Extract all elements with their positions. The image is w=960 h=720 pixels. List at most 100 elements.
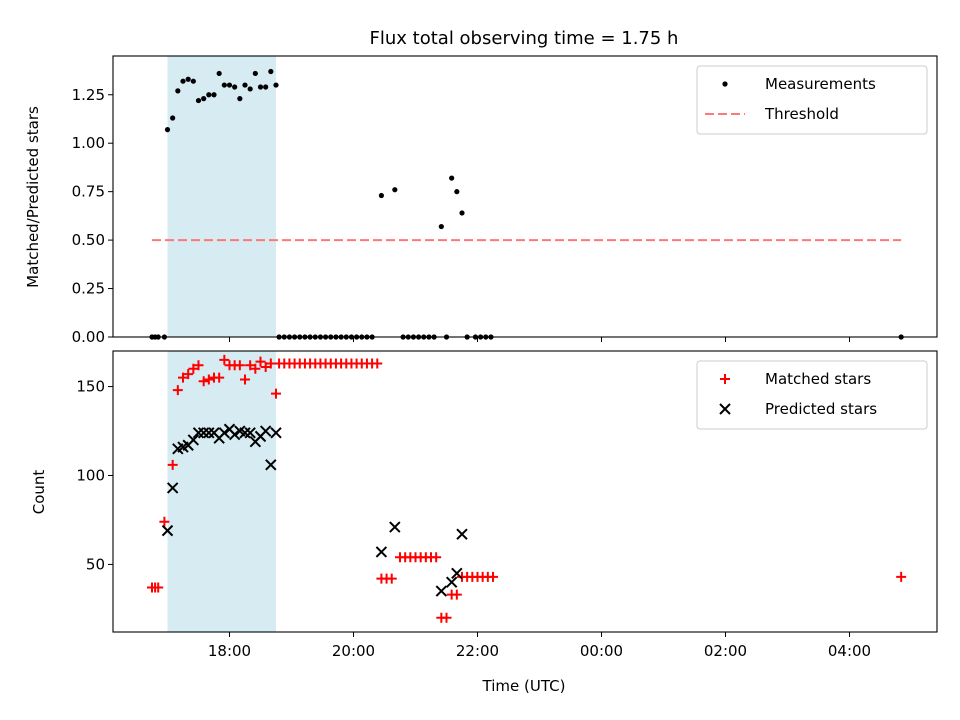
- data-point: [445, 576, 458, 588]
- data-point: [247, 86, 253, 92]
- data-point: [195, 97, 202, 104]
- x-axis-label: Time (UTC): [482, 677, 566, 695]
- bottom-series-2: [161, 423, 468, 597]
- data-point: [237, 96, 243, 102]
- legend-box: [696, 360, 928, 430]
- x-tick-label: 00:00: [580, 642, 623, 660]
- legend-label: Predicted stars: [765, 400, 877, 418]
- legend-label: Matched stars: [765, 370, 871, 388]
- data-point: [206, 92, 212, 98]
- top-shaded-region: [167, 56, 276, 337]
- data-point: [159, 516, 170, 527]
- data-point: [245, 360, 256, 371]
- y-tick-label: 1.25: [72, 86, 105, 104]
- data-point: [232, 84, 238, 90]
- data-point: [263, 84, 269, 90]
- x-tick-label: 02:00: [704, 642, 747, 660]
- legend-marker: [720, 374, 730, 384]
- data-point: [259, 425, 272, 437]
- legend-marker: [722, 81, 728, 87]
- data-point: [451, 589, 462, 600]
- data-point: [219, 354, 230, 365]
- data-point: [273, 82, 279, 88]
- y-tick-label: 0.50: [72, 231, 105, 249]
- y-tick-label: 0.75: [72, 183, 105, 201]
- data-point: [257, 84, 264, 90]
- y-tick-label: 0.25: [72, 280, 105, 298]
- data-point: [456, 528, 468, 540]
- data-point: [214, 372, 225, 383]
- bottom-panel: Count Time (UTC) 50 100 150 18:00 20:00 22:00…: [30, 350, 938, 695]
- data-point: [178, 372, 188, 383]
- data-point: [185, 76, 191, 82]
- data-point: [372, 358, 383, 369]
- data-point: [175, 88, 181, 94]
- data-point: [161, 524, 174, 537]
- chart-title: Flux total observing time = 1.75 h: [370, 28, 679, 49]
- x-tick-label: 04:00: [828, 642, 871, 660]
- data-point: [268, 68, 274, 75]
- bottom-series-1: [147, 354, 907, 623]
- x-tick-label: 18:00: [208, 642, 251, 660]
- data-point: [271, 388, 281, 399]
- data-point: [167, 459, 178, 470]
- data-point: [211, 92, 217, 98]
- top-y-axis-label: Matched/Predicted stars: [24, 106, 42, 288]
- data-point: [441, 612, 452, 623]
- data-point: [198, 376, 209, 387]
- legend-label: Measurements: [765, 75, 876, 93]
- data-point: [896, 571, 907, 582]
- legend-label: Threshold: [764, 105, 839, 123]
- data-point: [170, 115, 176, 121]
- data-point: [234, 360, 245, 371]
- data-point: [187, 434, 200, 446]
- data-point: [218, 427, 231, 439]
- data-point: [252, 70, 258, 77]
- data-point: [203, 427, 215, 439]
- data-point: [201, 96, 207, 102]
- data-point: [192, 427, 205, 439]
- data-point: [164, 127, 171, 133]
- top-series-1: [149, 68, 904, 340]
- legend-box: [696, 65, 928, 135]
- data-point: [221, 82, 227, 88]
- data-point: [190, 78, 196, 84]
- data-point: [228, 428, 241, 441]
- data-point: [244, 427, 256, 439]
- data-point: [172, 385, 183, 396]
- y-tick-label: 0.00: [72, 328, 105, 346]
- bottom-legend: Matched stars Predicted stars: [696, 360, 928, 430]
- data-point: [239, 427, 251, 439]
- x-tick-label: 22:00: [456, 642, 499, 660]
- data-point: [183, 369, 194, 380]
- data-point: [226, 82, 233, 88]
- y-tick-label: 1.00: [72, 134, 105, 152]
- data-point: [438, 223, 444, 230]
- data-point: [392, 187, 398, 193]
- data-point: [180, 78, 186, 84]
- data-point: [166, 482, 179, 494]
- data-point: [216, 70, 222, 77]
- bottom-y-axis-label: Count: [30, 470, 48, 515]
- data-point: [197, 427, 210, 439]
- data-point: [240, 374, 250, 385]
- data-point: [242, 82, 248, 88]
- data-point: [270, 427, 282, 439]
- y-tick-label: 150: [76, 378, 105, 396]
- data-point: [431, 552, 442, 563]
- data-point: [260, 362, 271, 373]
- y-tick-label: 50: [86, 555, 105, 573]
- data-point: [459, 210, 465, 216]
- data-point: [454, 189, 460, 195]
- top-plot-frame: [112, 55, 938, 338]
- data-point: [265, 459, 277, 471]
- data-point: [488, 571, 498, 582]
- data-point: [451, 567, 463, 580]
- legend-marker: [719, 403, 731, 415]
- y-tick-label: 100: [76, 466, 105, 484]
- data-point: [375, 546, 388, 558]
- data-point: [250, 363, 261, 374]
- top-panel: Flux total observing time = 1.75 h Match…: [24, 28, 938, 346]
- data-point: [378, 192, 384, 199]
